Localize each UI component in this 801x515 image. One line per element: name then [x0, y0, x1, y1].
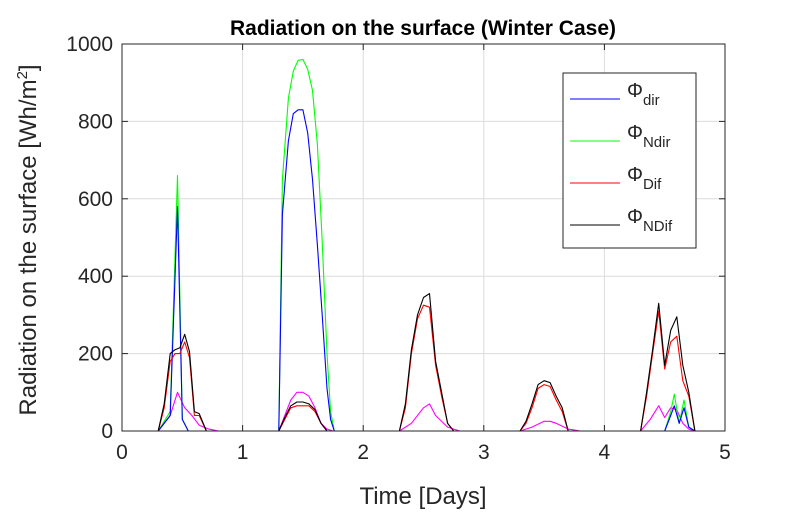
x-tick-label: 1: [237, 441, 249, 464]
x-axis-ticks: 0 1 2 3 4 5: [116, 44, 731, 464]
y-tick-label: 400: [78, 265, 113, 288]
y-tick-label: 200: [78, 343, 113, 366]
x-tick-label: 5: [719, 441, 731, 464]
legend-label-ndir: ΦNdir: [627, 122, 670, 151]
y-tick-label: 0: [101, 420, 113, 443]
y-tick-label: 600: [78, 188, 113, 211]
series-line-ndif: [122, 293, 725, 432]
y-tick-label: 1000: [66, 33, 113, 56]
x-axis-label: Time [Days]: [359, 483, 486, 510]
legend-box: [562, 72, 697, 249]
y-axis-label-main: Radiation on the surface [Wh/m: [15, 79, 42, 415]
legend: Φdir ΦNdir ΦDif ΦNDif: [562, 72, 697, 249]
plot-frame: [121, 43, 726, 432]
legend-label-ndif: ΦNDif: [627, 206, 673, 235]
series-line-extra: [122, 391, 725, 432]
x-tick-label: 4: [599, 441, 611, 464]
y-axis-label: Radiation on the surface [Wh/m2]: [14, 64, 42, 415]
y-axis-label-end: ]: [15, 64, 42, 71]
y-axis-ticks: 0 200 400 600 800 1000: [66, 33, 725, 443]
legend-label-dif: ΦDif: [627, 164, 662, 193]
series-line-dir: [122, 109, 725, 432]
x-tick-label: 2: [357, 441, 369, 464]
y-axis-label-superscript: 2: [14, 71, 31, 79]
x-tick-label: 0: [116, 441, 128, 464]
chart-title: Radiation on the surface (Winter Case): [230, 17, 616, 40]
legend-label-dir: Φdir: [627, 80, 660, 109]
series-lines: [122, 58, 725, 432]
x-tick-label: 3: [478, 441, 490, 464]
y-tick-label: 800: [78, 110, 113, 133]
